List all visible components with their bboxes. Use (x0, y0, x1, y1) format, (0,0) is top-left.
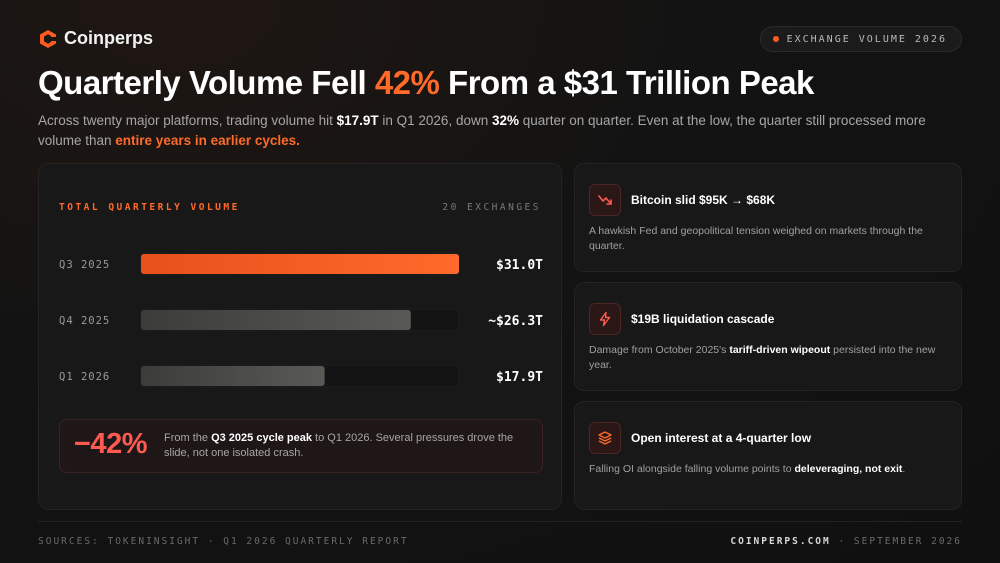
card-body-part-2: persisted into the new year. (589, 344, 936, 371)
card-body-part-1: Falling OI alongside falling volume poin… (589, 463, 795, 475)
card-body-part-2: . (902, 463, 906, 475)
bar-value-label: ~$26.3T (488, 314, 543, 329)
chart-subtitle: 20 EXCHANGES (442, 202, 541, 213)
info-card-open-interest: Open interest at a 4-quarter low Falling… (574, 401, 962, 510)
footer-divider (38, 521, 962, 522)
bar-value-label: $17.9T (496, 370, 543, 385)
footer-date: SEPTEMBER 2026 (853, 536, 962, 547)
headline-highlight: 42% (374, 64, 440, 101)
bar-category-label: Q3 2025 (59, 259, 110, 271)
card-body: A hawkish Fed and geopolitical tension w… (589, 224, 949, 254)
layers-icon (589, 422, 621, 454)
subtext-bold-1: $17.9T (336, 113, 379, 128)
callout-part-2: to Q1 2026. Several pressures drove the … (164, 432, 514, 459)
subtext-part-2: in Q1 2026, down (378, 113, 492, 128)
card-body-part-1: Damage from October 2025's (589, 344, 730, 356)
bar-category-label: Q1 2026 (59, 371, 110, 383)
card-body: Falling OI alongside falling volume poin… (589, 462, 949, 477)
page-title: Quarterly Volume Fell 42% From a $31 Tri… (38, 64, 968, 102)
brand-logo: Coinperps (38, 28, 153, 49)
card-title: $19B liquidation cascade (631, 312, 775, 326)
tag-label: EXCHANGE VOLUME 2026 (786, 33, 947, 45)
bar (141, 310, 411, 330)
lightning-icon (589, 303, 621, 335)
card-title: Open interest at a 4-quarter low (631, 431, 812, 445)
headline-part-2: From a $31 Trillion Peak (439, 64, 814, 101)
card-body: Damage from October 2025's tariff-driven… (589, 343, 949, 373)
headline-part-1: Quarterly Volume Fell (38, 64, 375, 101)
trending-down-icon (589, 184, 621, 216)
subtext-part-3: quarter on quarter. Even at the low, the… (38, 113, 926, 148)
card-title: Bitcoin slid $95K → $68K (631, 193, 776, 207)
callout-text: From the Q3 2025 cycle peak to Q1 2026. … (164, 431, 524, 461)
volume-chart-card: TOTAL QUARTERLY VOLUME 20 EXCHANGES Q3 2… (38, 163, 562, 510)
bar-category-label: Q4 2025 (59, 315, 110, 327)
bar-chart: Q3 2025 $31.0T Q4 2025 ~$26.3T Q1 2026 $17.9T (59, 252, 543, 388)
subtitle-paragraph: Across twenty major platforms, trading v… (38, 111, 938, 151)
card-body-bold: tariff-driven wipeout (729, 344, 831, 356)
bar-value-label: $31.0T (496, 258, 543, 273)
decline-callout: −42% From the Q3 2025 cycle peak to Q1 2… (59, 419, 543, 473)
footer-site: COINPERPS.COM (730, 536, 831, 547)
footer-meta: COINPERPS.COM · SEPTEMBER 2026 (730, 536, 962, 547)
info-card-bitcoin: Bitcoin slid $95K → $68K A hawkish Fed a… (574, 163, 962, 272)
bar (141, 366, 325, 386)
card-body-text: A hawkish Fed and geopolitical tension w… (589, 225, 923, 252)
brand-name: Coinperps (64, 28, 154, 48)
callout-bold: Q3 2025 cycle peak (211, 432, 312, 444)
info-card-liquidation: $19B liquidation cascade Damage from Oct… (574, 282, 962, 391)
chart-title: TOTAL QUARTERLY VOLUME (59, 202, 240, 213)
card-body-bold: deleveraging, not exit (794, 463, 903, 475)
subtext-accent: entire years in earlier cycles. (115, 133, 300, 148)
coinperps-logo-icon (40, 29, 56, 48)
subtext-bold-2: 32% (491, 113, 519, 128)
decline-percent: −42% (74, 428, 147, 460)
subtext-part-1: Across twenty major platforms, trading v… (38, 113, 337, 128)
bar (141, 254, 459, 274)
tag-dot-icon (772, 36, 779, 42)
topic-tag: EXCHANGE VOLUME 2026 (759, 26, 962, 52)
callout-part-1: From the (164, 432, 212, 444)
footer-separator: · (830, 536, 854, 547)
footer-sources: SOURCES: TOKENINSIGHT · Q1 2026 QUARTERL… (38, 536, 409, 547)
